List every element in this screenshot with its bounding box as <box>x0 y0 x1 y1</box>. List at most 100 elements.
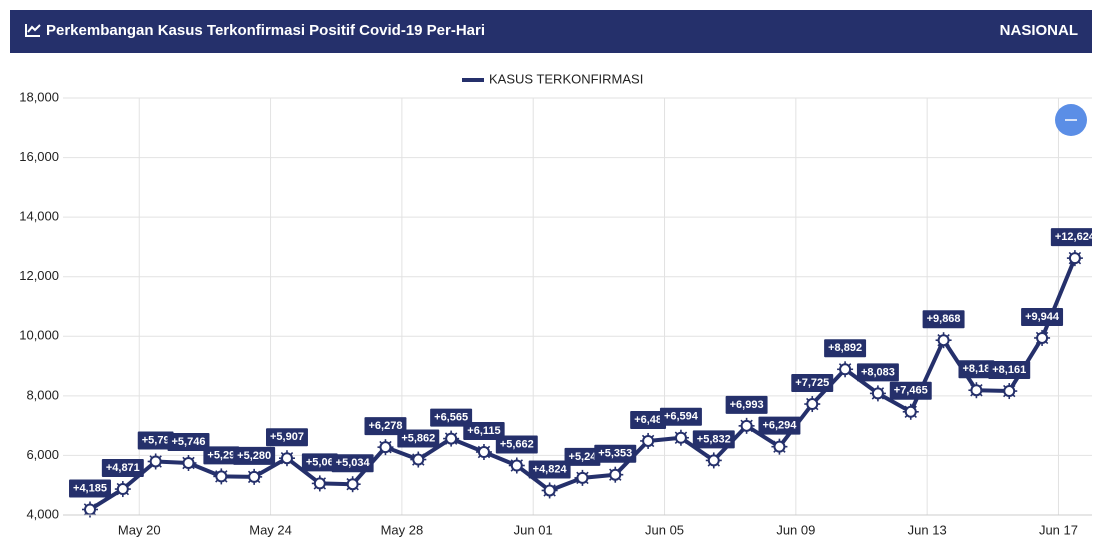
data-label-bg <box>528 460 571 479</box>
marker-body <box>806 398 819 411</box>
data-label-bg <box>69 479 111 498</box>
point-marker <box>508 457 525 474</box>
data-label-bg <box>564 447 601 466</box>
data-label-bg <box>791 374 834 393</box>
point-marker <box>180 454 197 471</box>
data-label: +8,161 <box>992 364 1026 376</box>
data-label: +5,746 <box>172 436 206 448</box>
point-marker <box>672 429 689 446</box>
marker-body <box>576 471 589 484</box>
x-tick-label: Jun 09 <box>776 522 815 537</box>
point-marker <box>771 438 788 455</box>
marker-body <box>937 334 950 347</box>
data-label: +6,993 <box>730 399 764 411</box>
data-label: +5,280 <box>237 450 271 462</box>
x-tick-label: Jun 17 <box>1039 522 1078 537</box>
point-marker <box>804 396 821 413</box>
marker-body <box>445 432 458 445</box>
point-marker <box>410 451 427 468</box>
point-marker <box>1066 250 1083 267</box>
x-tick-label: Jun 13 <box>908 522 947 537</box>
marker-body <box>674 431 687 444</box>
marker-body <box>215 470 228 483</box>
data-label: +5,832 <box>697 433 731 445</box>
point-marker <box>837 361 854 378</box>
data-label: +6,278 <box>368 420 402 432</box>
point-marker <box>935 332 952 349</box>
data-label: +4,185 <box>73 482 107 494</box>
marker-body <box>313 477 326 490</box>
marker-body <box>970 384 983 397</box>
data-label-bg <box>101 459 144 478</box>
data-label-bg <box>301 453 338 472</box>
marker-body <box>904 405 917 418</box>
marker-body <box>543 484 556 497</box>
data-label: +5,06 <box>306 456 334 468</box>
data-label-bg <box>495 435 538 454</box>
point-marker <box>475 444 492 461</box>
data-label: +6,565 <box>434 412 468 424</box>
x-tick-label: Jun 01 <box>514 522 553 537</box>
point-marker <box>869 385 886 402</box>
data-label-bg <box>824 339 867 358</box>
point-marker <box>640 432 657 449</box>
point-marker <box>278 450 295 467</box>
data-label: +5,862 <box>401 432 435 444</box>
x-tick-label: May 28 <box>381 522 424 537</box>
point-marker <box>705 452 722 469</box>
data-label-bg <box>266 428 308 447</box>
marker-body <box>149 455 162 468</box>
y-tick-label: 10,000 <box>19 328 59 343</box>
marker-body <box>871 387 884 400</box>
data-label: +5,353 <box>598 448 632 460</box>
x-tick-label: May 20 <box>118 522 161 537</box>
data-label-bg <box>430 408 473 427</box>
marker-body <box>477 446 490 459</box>
y-tick-label: 12,000 <box>19 268 59 283</box>
y-tick-label: 14,000 <box>19 209 59 224</box>
data-label-bg <box>203 446 240 465</box>
data-label: +6,48 <box>634 414 662 426</box>
marker-body <box>346 478 359 491</box>
data-label-bg <box>659 407 702 426</box>
data-label-bg <box>630 410 667 429</box>
point-marker <box>377 439 394 456</box>
marker-body <box>280 452 293 465</box>
data-label: +5,24 <box>569 451 598 463</box>
data-label: +8,18 <box>962 363 990 375</box>
data-label: +7,465 <box>894 385 928 397</box>
marker-body <box>84 503 96 516</box>
chart-title: Perkembangan Kasus Terkonfirmasi Positif… <box>46 22 485 39</box>
data-label: +9,944 <box>1025 311 1060 323</box>
data-label-bg <box>889 381 932 400</box>
data-label: +12,624 <box>1055 231 1096 243</box>
data-label-bg <box>364 417 407 436</box>
point-marker <box>541 482 558 499</box>
data-label: +5,79 <box>142 434 170 446</box>
marker-body <box>707 454 720 467</box>
data-label: +6,294 <box>762 420 797 432</box>
data-label-bg <box>692 430 735 449</box>
marker-body <box>773 440 786 453</box>
point-marker <box>738 417 755 434</box>
data-label-bg <box>856 363 899 382</box>
marker-body <box>1003 385 1016 398</box>
point-marker <box>344 476 361 493</box>
point-marker <box>607 466 624 483</box>
marker-body <box>740 419 753 432</box>
data-label: +4,871 <box>106 462 140 474</box>
data-label-bg <box>758 416 801 435</box>
y-tick-label: 4,000 <box>26 506 59 521</box>
data-label: +6,115 <box>467 425 500 437</box>
point-marker <box>1034 329 1051 346</box>
x-tick-label: Jun 05 <box>645 522 684 537</box>
chart-subtitle: NASIONAL <box>1000 22 1078 39</box>
marker-body <box>1036 331 1049 344</box>
data-label-bg <box>233 446 276 465</box>
point-marker <box>902 403 919 420</box>
marker-body <box>839 363 852 376</box>
marker-body <box>510 459 523 472</box>
point-marker <box>574 469 591 486</box>
point-marker <box>147 453 164 470</box>
